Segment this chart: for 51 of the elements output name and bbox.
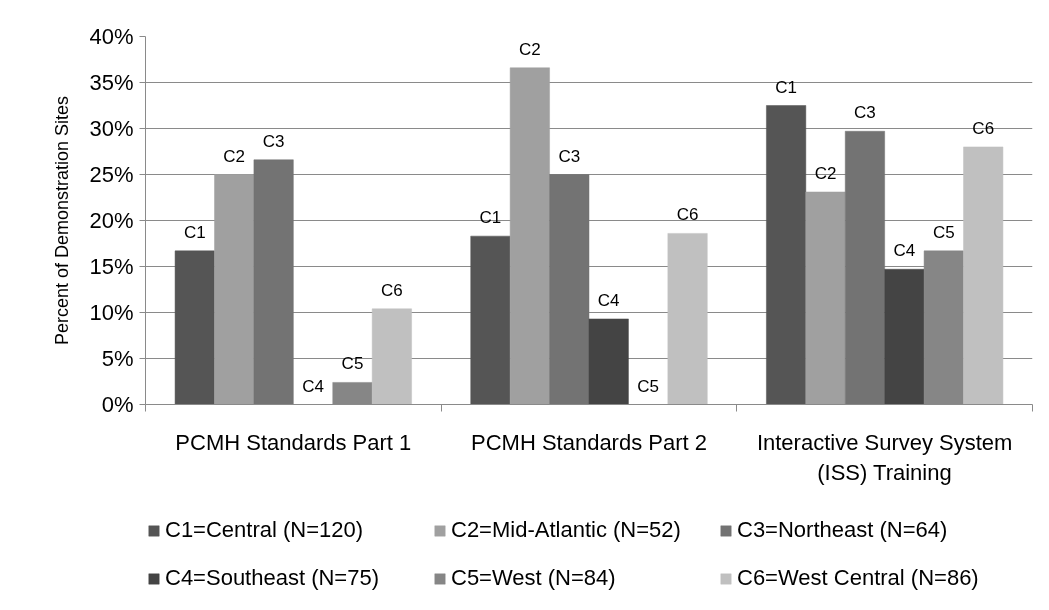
bar — [766, 105, 807, 405]
legend-label: C3=Northeast (N=64) — [737, 516, 949, 544]
bar — [470, 235, 511, 405]
data-label: C6 — [972, 118, 995, 138]
data-label: C5 — [932, 222, 955, 242]
bar — [588, 318, 629, 405]
y-tick-label: 40% — [89, 24, 134, 49]
data-label: C3 — [854, 103, 876, 123]
legend-label: C2=Mid-Atlantic (N=52) — [451, 516, 682, 544]
bar — [667, 233, 708, 405]
data-label: C4 — [597, 290, 620, 310]
data-label: C6 — [676, 205, 699, 225]
data-label: C5 — [341, 354, 364, 374]
data-label: C4 — [302, 376, 324, 396]
data-label: C2 — [814, 163, 837, 183]
y-tick-label: 10% — [89, 300, 134, 325]
data-label: C3 — [262, 131, 285, 151]
bar — [549, 174, 590, 405]
x-tick-label: Interactive Survey System (ISS) Training — [756, 429, 1013, 485]
data-label: C2 — [223, 146, 246, 166]
data-label: C1 — [479, 208, 502, 228]
x-tick-label: PCMH Standards Part 1 — [175, 429, 412, 455]
data-label: C3 — [558, 146, 581, 166]
y-tick-label: 0% — [101, 392, 134, 417]
data-label: C1 — [183, 222, 206, 242]
legend-label: C5=West (N=84) — [451, 564, 617, 592]
y-tick-label: 25% — [89, 162, 134, 187]
bar — [371, 308, 412, 405]
y-tick-label: 35% — [89, 70, 134, 95]
bar — [509, 67, 550, 405]
data-label: C1 — [775, 77, 797, 97]
y-axis-title: Percent of Demonstration Sites — [52, 95, 73, 346]
bar — [884, 269, 925, 405]
data-label: C5 — [637, 376, 659, 396]
y-tick-label: 30% — [89, 116, 134, 141]
bar — [253, 159, 294, 405]
data-label: C6 — [381, 280, 403, 300]
legend-label: C6=West Central (N=86) — [737, 564, 980, 592]
bar — [214, 174, 255, 405]
bar — [174, 250, 215, 405]
bar — [805, 191, 846, 405]
data-label: C2 — [519, 39, 541, 59]
y-tick-label: 20% — [89, 208, 134, 233]
bar — [844, 131, 885, 405]
legend-label: C4=Southeast (N=75) — [165, 564, 381, 592]
data-label: C4 — [893, 241, 916, 261]
y-tick-label: 15% — [89, 254, 134, 279]
bar — [963, 146, 1004, 405]
legend-label: C1=Central (N=120) — [165, 516, 365, 544]
x-tick-label: PCMH Standards Part 2 — [471, 429, 707, 455]
y-tick-label: 5% — [101, 346, 134, 371]
